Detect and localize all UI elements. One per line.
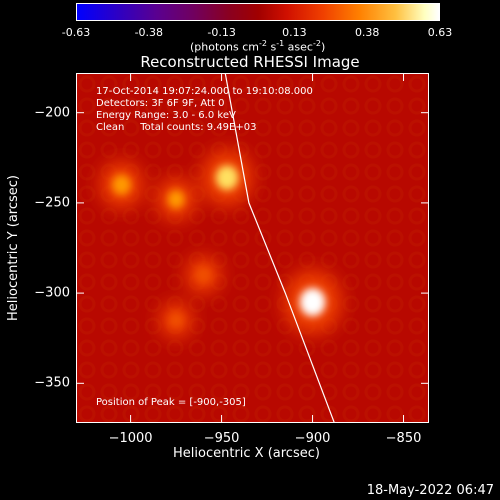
colorbar-tick-label: 0.38 <box>354 26 380 39</box>
timestamp: 18-May-2022 06:47 <box>366 483 494 498</box>
x-tick-label: −850 <box>385 431 422 446</box>
heatmap-source-core <box>112 174 131 195</box>
annotation-clean-counts: Clean Total counts: 9.49E+03 <box>96 122 257 133</box>
annotation-time-range: 17-Oct-2014 19:07:24.000 to 19:10:08.000 <box>96 86 313 97</box>
colorbar <box>76 3 440 21</box>
annotation-energy-range: Energy Range: 3.0 - 6.0 keV <box>96 110 236 121</box>
y-tick-label: −200 <box>34 105 70 121</box>
heatmap-source-core <box>299 288 326 317</box>
y-tick-label: −300 <box>34 285 70 301</box>
heatmap-source-core <box>195 267 211 284</box>
annotation-peak-position: Position of Peak = [-900,-305] <box>96 397 246 408</box>
solar-limb-line <box>224 72 335 424</box>
x-axis-label: Heliocentric X (arcsec) <box>173 446 320 461</box>
colorbar-tick-label: -0.63 <box>61 26 91 39</box>
y-tick-label: −350 <box>34 375 70 391</box>
y-tick-label: −250 <box>34 195 70 211</box>
plot-frame <box>76 73 429 423</box>
plot-area: 17-Oct-2014 19:07:24.000 to 19:10:08.000… <box>76 72 429 424</box>
heatmap-source-core <box>167 190 185 209</box>
heatmap-cores <box>112 165 326 328</box>
x-tick-label: −950 <box>203 431 240 446</box>
colorbar-tick-label: -0.13 <box>207 26 236 39</box>
chart-title: Reconstructed RHESSI Image <box>140 53 360 71</box>
x-tick-label: −900 <box>294 431 331 446</box>
heatmap-ripple <box>76 73 429 423</box>
heatmap-source-core <box>215 165 239 190</box>
colorbar-tick-label: -0.38 <box>134 26 164 39</box>
colorbar-units-label: (photons cm-2 s-1 asec-2) <box>190 39 326 54</box>
heatmap-source-core <box>168 312 184 328</box>
y-axis-label: Heliocentric Y (arcsec) <box>6 175 21 321</box>
annotation-detectors: Detectors: 3F 6F 9F, Att 0 <box>96 98 225 109</box>
x-tick-label: −1000 <box>108 431 153 446</box>
colorbar-tick-label: 0.63 <box>427 26 453 39</box>
colorbar-tick-label: 0.13 <box>282 26 307 39</box>
heatmap-svg <box>76 72 429 424</box>
axis-ticks <box>76 73 429 423</box>
